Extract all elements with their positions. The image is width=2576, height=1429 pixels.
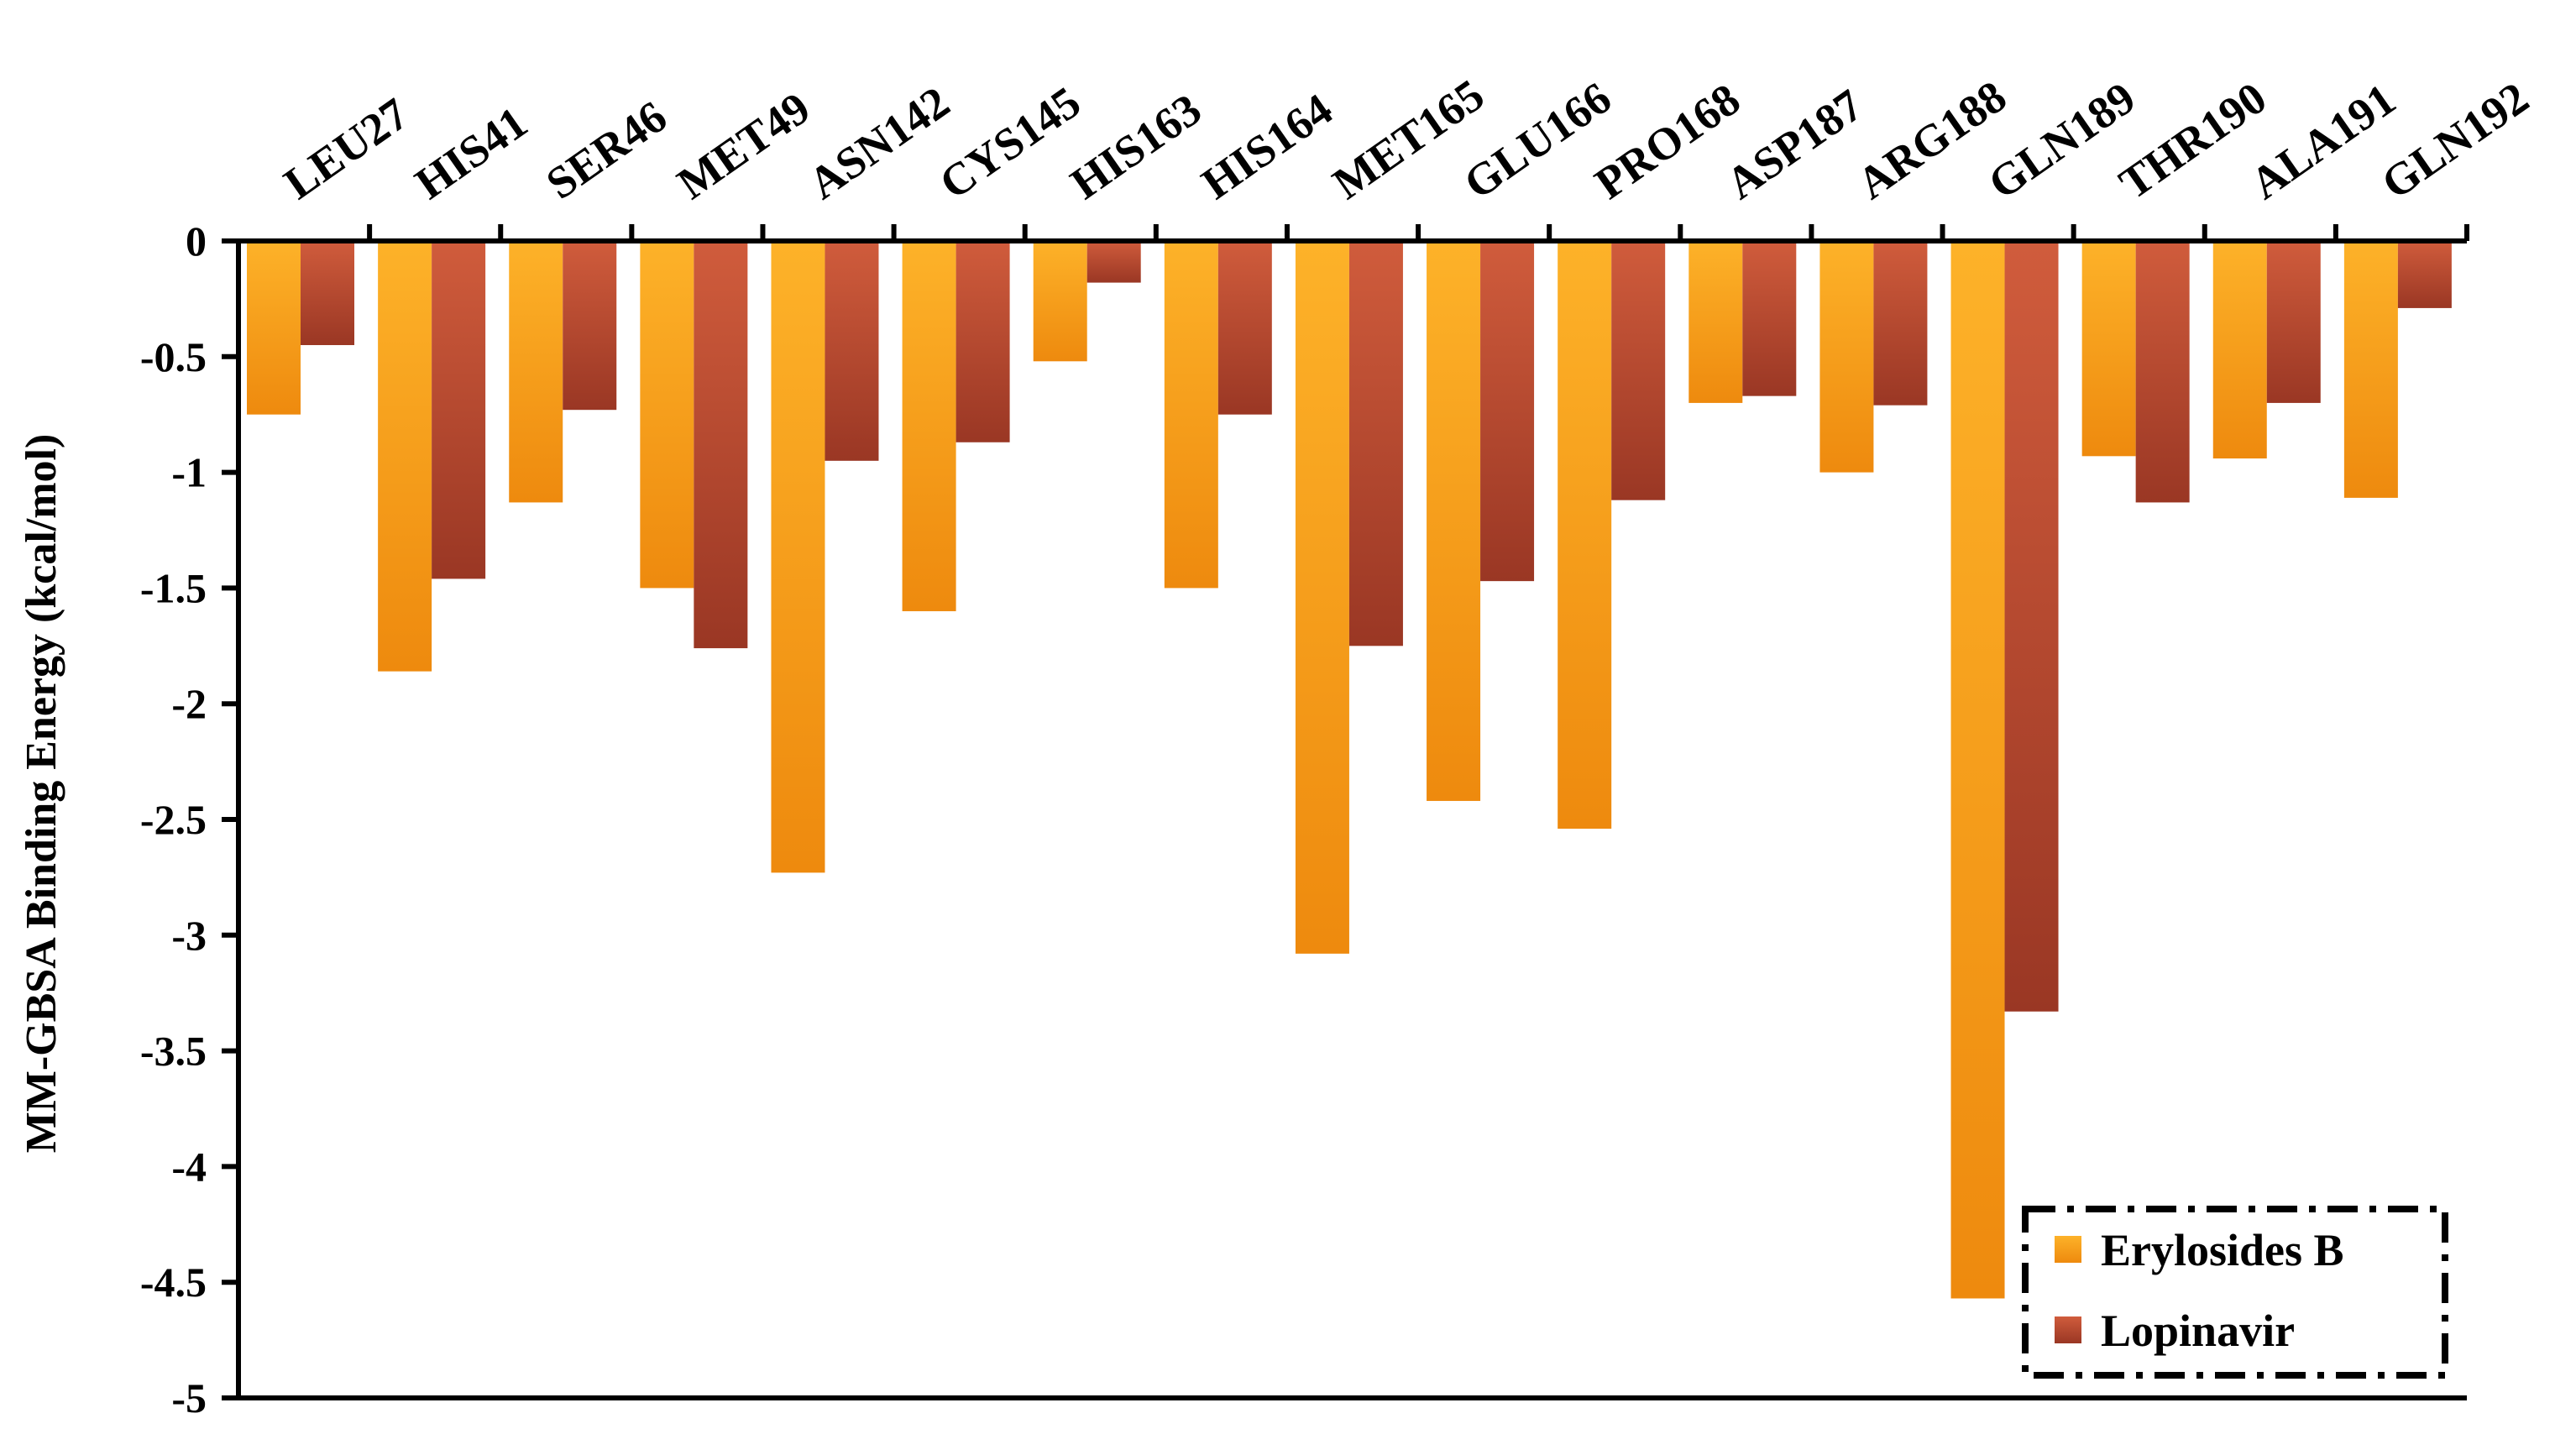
x-tick-label-asn142: ASN142 — [799, 76, 958, 209]
y-tick-label: -2 — [171, 680, 207, 727]
bar-lopinavir-gln192 — [2397, 241, 2452, 308]
x-tick-label-his164: HIS164 — [1192, 84, 1341, 209]
bar-erylosides-b-gln192 — [2343, 241, 2398, 498]
bar-erylosides-b-his164 — [1164, 241, 1218, 589]
bar-lopinavir-his164 — [1217, 241, 1272, 415]
bar-lopinavir-asp187 — [1742, 241, 1797, 396]
legend-border — [2022, 1206, 2448, 1379]
bar-erylosides-b-gln189 — [1950, 241, 2005, 1299]
y-tick-label: -3.5 — [140, 1028, 207, 1075]
bar-lopinavir-ala191 — [2266, 241, 2321, 403]
y-tick-label: -4.5 — [140, 1259, 207, 1306]
bar-erylosides-b-his41 — [378, 241, 432, 672]
bar-lopinavir-met49 — [694, 241, 748, 649]
bar-erylosides-b-asp187 — [1689, 241, 1743, 403]
y-tick-label: -1.5 — [140, 564, 207, 611]
bar-erylosides-b-glu166 — [1427, 241, 1481, 801]
bar-erylosides-b-ala191 — [2212, 241, 2267, 459]
bar-erylosides-b-asn142 — [771, 241, 825, 873]
y-tick-label: -0.5 — [140, 333, 207, 380]
bar-erylosides-b-cys145 — [902, 241, 956, 611]
x-tick-label-his41: HIS41 — [406, 97, 537, 209]
x-tick-label-gln192: GLN192 — [2373, 72, 2538, 209]
bar-lopinavir-leu27 — [301, 241, 354, 346]
bar-lopinavir-cys145 — [956, 241, 1010, 442]
bar-erylosides-b-thr190 — [2081, 241, 2136, 457]
bar-erylosides-b-ser46 — [509, 241, 563, 503]
y-tick-label: 0 — [186, 217, 207, 264]
legend-swatch-lopinavir — [2055, 1316, 2081, 1343]
x-tick-label-ala191: ALA191 — [2241, 74, 2404, 209]
bar-erylosides-b-met49 — [640, 241, 694, 589]
x-tick-label-asp187: ASP187 — [1717, 80, 1872, 209]
bar-lopinavir-ser46 — [563, 241, 617, 411]
x-tick-label-gln189: GLN189 — [1979, 72, 2144, 209]
bar-lopinavir-his41 — [432, 241, 486, 579]
bar-erylosides-b-pro168 — [1558, 241, 1612, 830]
y-tick-label: -4 — [171, 1143, 207, 1190]
axes-layer — [222, 224, 2469, 1400]
bar-lopinavir-asn142 — [825, 241, 879, 461]
bar-lopinavir-met165 — [1348, 241, 1403, 646]
bar-lopinavir-his163 — [1086, 241, 1141, 283]
legend-label-lopinavir: Lopinavir — [2101, 1306, 2295, 1356]
bar-erylosides-b-leu27 — [247, 241, 301, 415]
x-tick-label-leu27: LEU27 — [275, 88, 418, 209]
y-tick-label: -5 — [171, 1374, 207, 1421]
legend: Erylosides B Lopinavir — [2022, 1206, 2448, 1379]
x-tick-label-met165: MET165 — [1324, 70, 1494, 209]
bar-lopinavir-arg188 — [1873, 241, 1928, 406]
bars-layer — [247, 241, 2452, 1299]
legend-swatch-erylosides-b — [2055, 1236, 2081, 1263]
bar-erylosides-b-met165 — [1295, 241, 1349, 954]
x-tick-label-his163: HIS163 — [1061, 84, 1210, 209]
x-tick-label-cys145: CYS145 — [930, 76, 1089, 209]
x-tick-label-met49: MET49 — [668, 82, 819, 209]
x-tick-label-pro168: PRO168 — [1586, 74, 1749, 209]
bar-lopinavir-pro168 — [1611, 241, 1666, 500]
y-tick-label: -3 — [171, 912, 207, 959]
y-tick-label: -1 — [171, 449, 207, 496]
bar-lopinavir-thr190 — [2135, 241, 2190, 503]
x-tick-label-thr190: THR190 — [2110, 72, 2275, 209]
bar-erylosides-b-arg188 — [1819, 241, 1874, 473]
x-tick-label-arg188: ARG188 — [1848, 71, 2015, 208]
bar-lopinavir-gln189 — [2004, 241, 2059, 1012]
bar-erylosides-b-his163 — [1033, 241, 1087, 362]
y-tick-label: -2.5 — [140, 796, 207, 843]
bar-lopinavir-glu166 — [1480, 241, 1535, 582]
x-tick-label-ser46: SER46 — [537, 91, 676, 208]
y-axis-title: MM-GBSA Binding Energy (kcal/mol) — [18, 434, 65, 1154]
legend-label-erylosides-b: Erylosides B — [2101, 1225, 2344, 1275]
